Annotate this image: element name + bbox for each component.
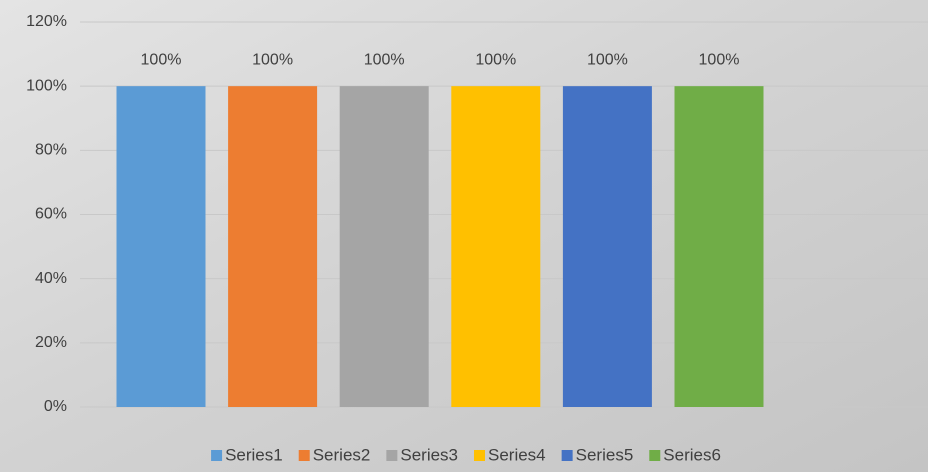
legend-swatch bbox=[474, 450, 485, 461]
y-tick-label: 100% bbox=[26, 77, 67, 94]
legend-label: Series2 bbox=[313, 445, 371, 464]
legend-swatch bbox=[561, 450, 573, 461]
bar bbox=[339, 86, 429, 408]
bar bbox=[228, 86, 318, 408]
value-label: 100% bbox=[252, 51, 293, 68]
legend-label: Series1 bbox=[225, 445, 283, 464]
legend-swatch bbox=[649, 450, 661, 461]
value-label: 100% bbox=[141, 51, 182, 68]
legend-swatch bbox=[298, 450, 310, 461]
legend-label: Series5 bbox=[576, 445, 634, 464]
legend-swatch bbox=[386, 450, 398, 461]
value-label: 100% bbox=[699, 51, 740, 68]
value-label: 100% bbox=[587, 51, 628, 68]
y-tick-label: 0% bbox=[44, 398, 67, 415]
y-tick-label: 20% bbox=[35, 334, 67, 351]
y-tick-label: 80% bbox=[35, 142, 67, 159]
bar bbox=[451, 86, 541, 408]
legend-label: Series3 bbox=[400, 445, 458, 464]
bar bbox=[116, 86, 206, 408]
legend-swatch bbox=[211, 450, 223, 461]
y-tick-label: 60% bbox=[35, 206, 67, 223]
y-tick-label: 120% bbox=[26, 13, 67, 30]
legend-label: Series6 bbox=[663, 445, 721, 464]
value-label: 100% bbox=[364, 51, 405, 68]
bar bbox=[562, 86, 652, 408]
legend-label: Series4 bbox=[488, 445, 546, 464]
bar bbox=[674, 86, 764, 408]
value-label: 100% bbox=[475, 51, 516, 68]
y-tick-label: 40% bbox=[35, 270, 67, 287]
